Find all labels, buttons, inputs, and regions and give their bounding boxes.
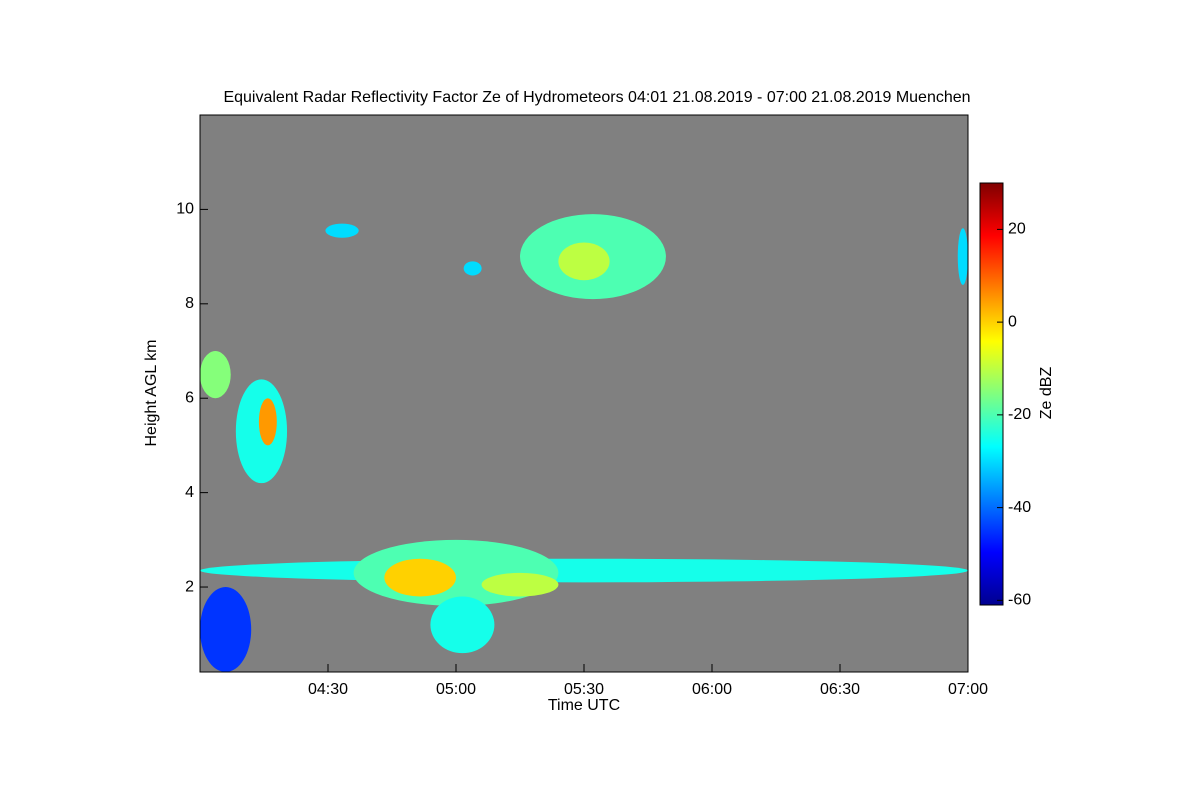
plot-background [200,115,968,672]
echo-cell [463,261,482,276]
x-tick-label: 05:00 [436,681,476,698]
echo-cell [200,558,968,583]
echo-cell [258,398,277,446]
y-tick-label: 8 [185,295,194,312]
y-axis-label: Height AGL km [143,339,160,446]
x-axis-label: Time UTC [548,697,620,714]
y-tick-label: 10 [176,201,194,218]
echo-cell [325,223,359,238]
x-tick-label: 06:00 [692,681,732,698]
x-tick-label: 04:30 [308,681,348,698]
colorbar-tick-label: 0 [1008,313,1017,330]
colorbar [979,182,1004,606]
echo-cell [558,242,610,281]
x-tick-label: 07:00 [948,681,988,698]
colorbar-tick-label: -40 [1008,499,1031,516]
chart-title: Equivalent Radar Reflectivity Factor Ze … [223,89,970,106]
y-tick-label: 6 [185,389,194,406]
echo-cell [200,587,252,672]
colorbar-label: Ze dBZ [1038,367,1055,420]
y-tick-label: 4 [185,484,194,501]
echo-cell [481,572,559,597]
echo-cell [384,558,456,597]
echo-cell [200,351,231,399]
colorbar-tick-label: -20 [1008,406,1031,423]
x-tick-label: 06:30 [820,681,860,698]
echo-layer [200,214,968,672]
y-tick-label: 2 [185,578,194,595]
echo-cell [430,596,495,654]
x-tick-label: 05:30 [564,681,604,698]
colorbar-tick-label: 20 [1008,221,1026,238]
colorbar-tick-label: -60 [1008,592,1031,609]
echo-cell [957,228,968,285]
